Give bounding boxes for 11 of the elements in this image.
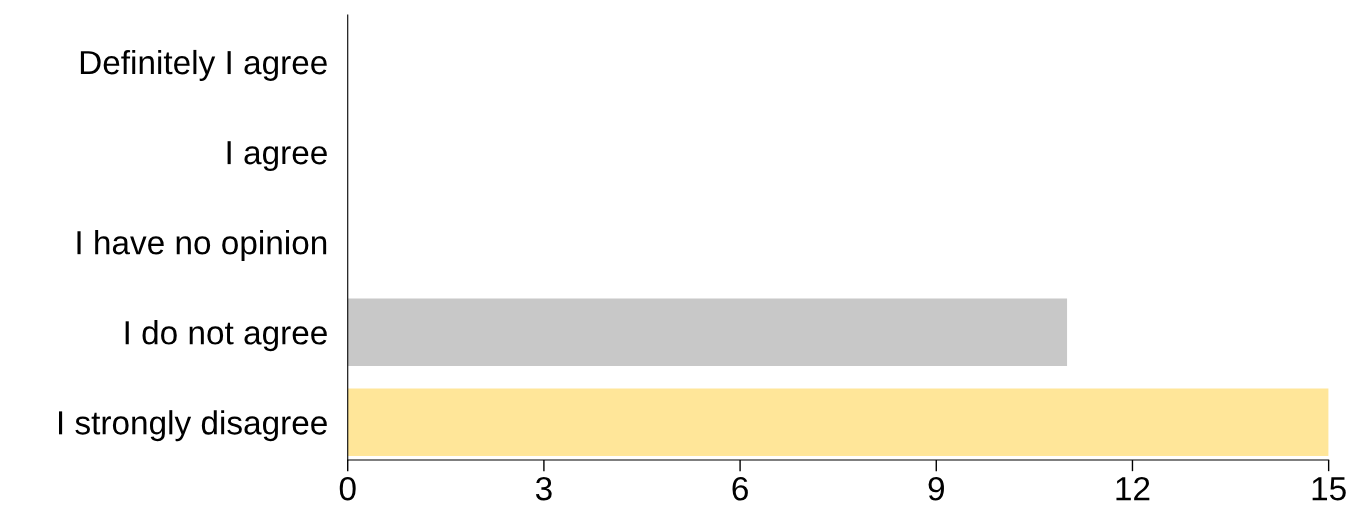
x-tick-label: 6 xyxy=(732,476,748,501)
y-tick-label: Definitely I agree xyxy=(80,49,327,81)
y-tick-label: I strongly disagree xyxy=(59,410,327,442)
x-tick-label: 9 xyxy=(928,476,944,501)
y-tick-label: I agree xyxy=(227,141,327,172)
y-tick-label: I have no opinion xyxy=(77,230,327,262)
y-tick-label: I do not agree xyxy=(125,320,327,352)
x-tick-label: 12 xyxy=(1116,476,1150,501)
x-tick-label: 15 xyxy=(1312,477,1346,501)
x-tick-label: 0 xyxy=(339,476,356,501)
x-tick-label: 3 xyxy=(535,476,552,501)
